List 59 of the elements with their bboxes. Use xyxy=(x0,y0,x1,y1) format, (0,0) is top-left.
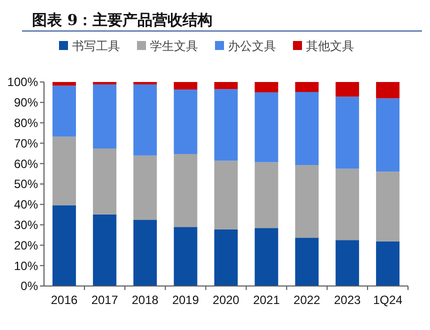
bar xyxy=(214,160,238,230)
y-tick-label: 90% xyxy=(14,96,38,110)
bar xyxy=(133,155,157,220)
x-tick-label: 2023 xyxy=(334,293,362,307)
bar xyxy=(133,84,157,156)
y-tick-label: 30% xyxy=(14,218,38,232)
y-tick-label: 40% xyxy=(14,198,38,212)
bar xyxy=(52,86,76,137)
bar xyxy=(376,172,400,242)
bar xyxy=(92,214,116,286)
bar xyxy=(214,82,238,90)
x-tick-label: 2022 xyxy=(294,293,321,307)
bar xyxy=(295,92,319,166)
y-tick-label: 50% xyxy=(14,177,38,192)
bar xyxy=(174,227,198,286)
legend-label: 学生文具 xyxy=(150,39,198,53)
bar xyxy=(336,82,360,97)
y-tick-label: 80% xyxy=(14,116,38,130)
x-tick-label: 2018 xyxy=(132,293,159,307)
x-tick-label: 1Q24 xyxy=(373,293,403,307)
bar xyxy=(52,136,76,206)
bar xyxy=(295,165,319,238)
legend-label: 办公文具 xyxy=(228,39,276,53)
y-tick-label: 60% xyxy=(14,156,38,171)
y-tick-label: 10% xyxy=(14,258,38,273)
x-tick-label: 2020 xyxy=(212,293,240,307)
bar xyxy=(214,229,238,286)
bar xyxy=(376,241,400,286)
bar xyxy=(52,205,76,286)
y-tick-label: 20% xyxy=(14,238,38,252)
bar xyxy=(174,90,198,154)
bar xyxy=(336,168,360,240)
y-tick-label: 70% xyxy=(14,136,38,150)
bar xyxy=(254,228,278,286)
bar xyxy=(295,238,319,286)
chart-title: 图表 9：主要产品营收结构 xyxy=(32,11,213,29)
x-tick-label: 2017 xyxy=(91,293,118,307)
bar xyxy=(254,162,278,228)
bar xyxy=(254,92,278,162)
x-tick-label: 2016 xyxy=(50,293,78,307)
bar xyxy=(214,89,238,161)
bar xyxy=(376,82,400,98)
y-tick-label: 0% xyxy=(20,279,38,294)
bar xyxy=(174,154,198,228)
legend-label: 书写工具 xyxy=(72,39,120,53)
bar xyxy=(254,82,278,92)
bar xyxy=(133,220,157,286)
bar xyxy=(92,84,116,149)
bar xyxy=(336,240,360,286)
bar xyxy=(336,96,360,169)
x-tick-label: 2021 xyxy=(253,293,280,307)
bar xyxy=(92,148,116,214)
x-tick-label: 2019 xyxy=(172,293,200,307)
bar xyxy=(376,98,400,172)
bar xyxy=(174,82,198,90)
y-tick-label: 100% xyxy=(7,75,38,90)
legend-label: 其他文具 xyxy=(306,39,354,53)
bar xyxy=(52,82,76,86)
bar xyxy=(295,82,319,92)
